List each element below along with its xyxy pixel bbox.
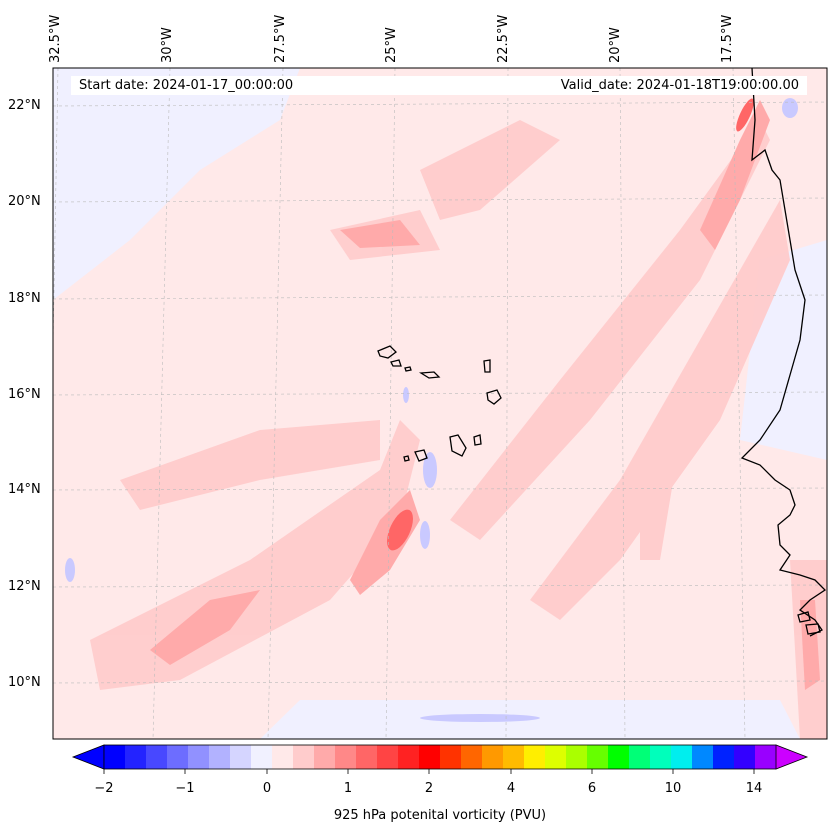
colorbar-ticks bbox=[103, 769, 755, 774]
colorbar bbox=[71, 744, 809, 774]
colorbar-segment bbox=[293, 745, 315, 769]
colorbar-segment bbox=[503, 745, 525, 769]
colorbar-segment bbox=[734, 745, 756, 769]
colorbar-segment bbox=[440, 745, 462, 769]
colorbar-segment bbox=[314, 745, 336, 769]
colorbar-tick-label: 1 bbox=[343, 781, 353, 796]
colorbar-tick-label: 14 bbox=[745, 781, 763, 796]
colorbar-segment bbox=[272, 745, 294, 769]
colorbar-segment bbox=[461, 745, 483, 769]
island-fogo bbox=[414, 449, 428, 462]
colorbar-tick-label: 6 bbox=[587, 781, 597, 796]
colorbar-segment bbox=[650, 745, 672, 769]
colorbar-segment bbox=[104, 745, 126, 769]
valid-date-text: Valid_date: 2024-01-18T19:00:00.00 bbox=[560, 78, 799, 93]
colorbar-tick-label: −2 bbox=[94, 781, 114, 796]
positive-pv-bands-mid bbox=[150, 100, 820, 690]
map-area bbox=[53, 68, 827, 739]
colorbar-frame bbox=[103, 744, 777, 770]
colorbar-segment bbox=[713, 745, 735, 769]
longitude-label: 32.5°W bbox=[48, 14, 63, 63]
colorbar-tick-label: 4 bbox=[506, 781, 516, 796]
colorbar-segment bbox=[671, 745, 693, 769]
start-date-label: Start date: 2024-01-17_00:00:00 bbox=[71, 76, 369, 95]
colorbar-tick-label: 0 bbox=[262, 781, 272, 796]
colorbar-segment bbox=[566, 745, 588, 769]
colorbar-segment bbox=[692, 745, 714, 769]
colorbar-segment bbox=[755, 745, 777, 769]
colorbar-segment bbox=[629, 745, 651, 769]
island-sao-vicente bbox=[390, 359, 402, 367]
island-sao-nicolau bbox=[418, 371, 441, 379]
colorbar-extend-max bbox=[775, 744, 809, 770]
coastline bbox=[377, 68, 827, 637]
positive-pv-cores bbox=[387, 98, 754, 551]
latitude-label: 22°N bbox=[8, 98, 41, 113]
island-santo-antao bbox=[377, 345, 397, 359]
colorbar-segment bbox=[608, 745, 630, 769]
bijagos-islands bbox=[797, 611, 821, 635]
island-santiago bbox=[449, 434, 467, 457]
colorbar-segment bbox=[545, 745, 567, 769]
colorbar-segment bbox=[209, 745, 231, 769]
africa-coastline bbox=[740, 68, 827, 637]
longitude-label: 25°W bbox=[384, 27, 399, 63]
latitude-label: 10°N bbox=[8, 675, 41, 690]
latitude-label: 18°N bbox=[8, 291, 41, 306]
latitude-label: 20°N bbox=[8, 194, 41, 209]
negative-pv-cores bbox=[65, 98, 798, 722]
colorbar-segment bbox=[146, 745, 168, 769]
map-frame bbox=[52, 67, 828, 740]
colorbar-title: 925 hPa potenital vorticity (PVU) bbox=[333, 808, 547, 823]
colorbar-segment bbox=[125, 745, 147, 769]
colorbar-tick-label: 10 bbox=[664, 781, 682, 796]
positive-pv-bands-light bbox=[90, 120, 827, 739]
colorbar-segment bbox=[377, 745, 399, 769]
colorbar-segment bbox=[167, 745, 189, 769]
valid-date-label: Valid_date: 2024-01-18T19:00:00.00 bbox=[361, 76, 807, 95]
colorbar-segment bbox=[251, 745, 273, 769]
longitude-label: 22.5°W bbox=[496, 14, 511, 63]
colorbar-segment bbox=[419, 745, 441, 769]
longitude-label: 27.5°W bbox=[273, 14, 288, 63]
colorbar-tick-label: 2 bbox=[424, 781, 434, 796]
longitude-label: 20°W bbox=[608, 27, 623, 63]
colorbar-segment bbox=[356, 745, 378, 769]
longitude-label: 30°W bbox=[160, 27, 175, 63]
island-boa-vista bbox=[486, 389, 502, 405]
colorbar-tick-label: −1 bbox=[175, 781, 195, 796]
latitude-label: 12°N bbox=[8, 579, 41, 594]
island-santa-luzia bbox=[404, 366, 412, 372]
colorbar-segment bbox=[398, 745, 420, 769]
longitude-label: 17.5°W bbox=[720, 14, 735, 63]
island-sal bbox=[483, 359, 491, 373]
colorbar-segment bbox=[587, 745, 609, 769]
latitude-label: 16°N bbox=[8, 387, 41, 402]
colorbar-segment bbox=[482, 745, 504, 769]
colorbar-segment bbox=[230, 745, 252, 769]
colorbar-segment bbox=[335, 745, 357, 769]
latitude-label: 14°N bbox=[8, 482, 41, 497]
colorbar-segment bbox=[188, 745, 210, 769]
island-maio bbox=[473, 434, 482, 446]
colorbar-segments bbox=[104, 745, 777, 769]
colorbar-segment bbox=[524, 745, 546, 769]
island-brava bbox=[403, 455, 410, 462]
graticule bbox=[53, 68, 827, 739]
colorbar-extend-min bbox=[71, 744, 105, 770]
